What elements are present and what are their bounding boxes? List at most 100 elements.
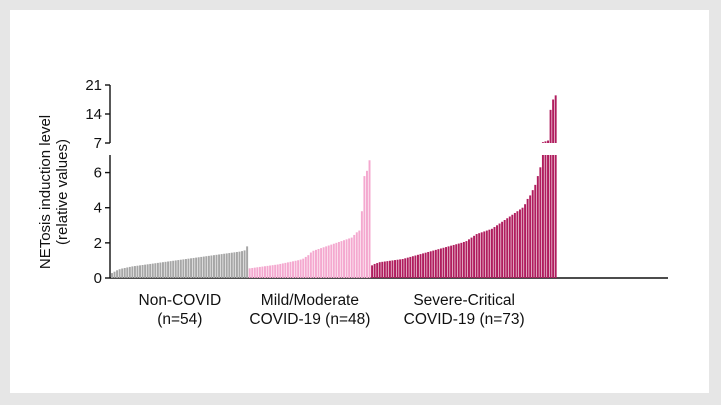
bar: [190, 258, 192, 278]
bar: [547, 155, 549, 278]
bar: [309, 252, 312, 278]
bar: [284, 262, 287, 278]
bar: [169, 261, 172, 278]
bar: [213, 255, 215, 278]
bar: [246, 246, 249, 278]
bar: [340, 241, 343, 278]
bar: [256, 267, 259, 278]
bar: [516, 211, 519, 278]
group-label: Non-COVID: [139, 292, 222, 309]
bar: [381, 261, 384, 278]
y-tick-label: 21: [85, 77, 102, 94]
bar: [348, 238, 351, 278]
bar: [450, 245, 453, 278]
bar: [261, 266, 264, 278]
bar: [447, 246, 450, 278]
bar: [429, 251, 432, 278]
bar: [182, 259, 185, 278]
bar: [358, 230, 361, 278]
bar: [360, 211, 363, 278]
bar-upper-segment: [554, 95, 557, 143]
bar: [394, 260, 396, 278]
bar: [368, 160, 371, 278]
bar: [539, 167, 542, 278]
bar: [534, 184, 537, 278]
bar: [330, 244, 333, 278]
bar: [498, 223, 501, 278]
bar: [179, 259, 182, 278]
bar: [233, 252, 236, 278]
bar: [437, 249, 440, 278]
bar: [172, 260, 175, 278]
bar: [432, 250, 435, 278]
bar: [154, 263, 157, 278]
bar: [317, 249, 320, 278]
bar: [327, 245, 330, 278]
bar: [434, 249, 437, 278]
bar: [123, 267, 126, 278]
bar: [452, 244, 455, 278]
bar: [149, 263, 152, 278]
y-tick-label: 7: [94, 135, 102, 152]
bar: [386, 261, 389, 278]
bar: [307, 255, 310, 278]
bar: [427, 251, 430, 278]
bar: [294, 260, 297, 278]
bar: [493, 227, 496, 278]
bar: [248, 268, 251, 278]
bar: [366, 170, 368, 278]
bar: [391, 260, 394, 278]
bar: [470, 237, 473, 278]
bar: [465, 241, 468, 278]
bar: [320, 248, 323, 278]
bar: [490, 228, 493, 278]
bar: [264, 266, 266, 278]
bar: [207, 255, 210, 278]
bar: [286, 262, 289, 278]
bar: [406, 257, 409, 278]
group-label: Mild/Moderate: [261, 292, 359, 309]
bar: [414, 255, 417, 278]
bar: [529, 195, 532, 278]
bar: [210, 255, 213, 278]
bar: [455, 244, 458, 278]
group-label: (n=54): [157, 311, 202, 328]
bar: [159, 262, 162, 278]
bar: [299, 259, 302, 278]
bar: [223, 253, 226, 278]
bar: [417, 254, 419, 278]
bar: [506, 218, 509, 278]
bar: [197, 257, 200, 278]
bar: [376, 263, 379, 278]
bar: [531, 190, 534, 278]
bar-upper-segment: [541, 142, 544, 143]
bar-upper-segment: [552, 99, 555, 143]
bar-upper-segment: [547, 140, 549, 143]
bar: [343, 240, 345, 278]
bar: [187, 258, 190, 278]
bar: [332, 243, 335, 278]
bar: [485, 230, 488, 278]
bar: [162, 262, 164, 278]
bar: [457, 243, 460, 278]
y-tick-label: 0: [94, 270, 102, 287]
y-axis-label-line-1: NETosis induction level: [37, 115, 54, 269]
bar: [544, 155, 547, 278]
axes: 0 2 4 6 7 14 21: [85, 77, 668, 287]
bar: [541, 155, 544, 278]
bar: [144, 264, 147, 278]
bar: [549, 155, 552, 278]
bar: [111, 273, 113, 278]
bar: [315, 249, 317, 278]
bar: [151, 263, 154, 278]
group-label: COVID-19 (n=48): [249, 311, 370, 328]
bar: [462, 241, 465, 278]
bar: [322, 247, 325, 278]
figure-panel: NETosis induction level (relative values…: [10, 10, 709, 393]
y-tick-label: 6: [94, 165, 102, 182]
bar: [164, 261, 167, 278]
bar: [409, 256, 412, 278]
bar: [521, 207, 524, 278]
bar: [192, 257, 195, 278]
bar: [228, 253, 231, 278]
